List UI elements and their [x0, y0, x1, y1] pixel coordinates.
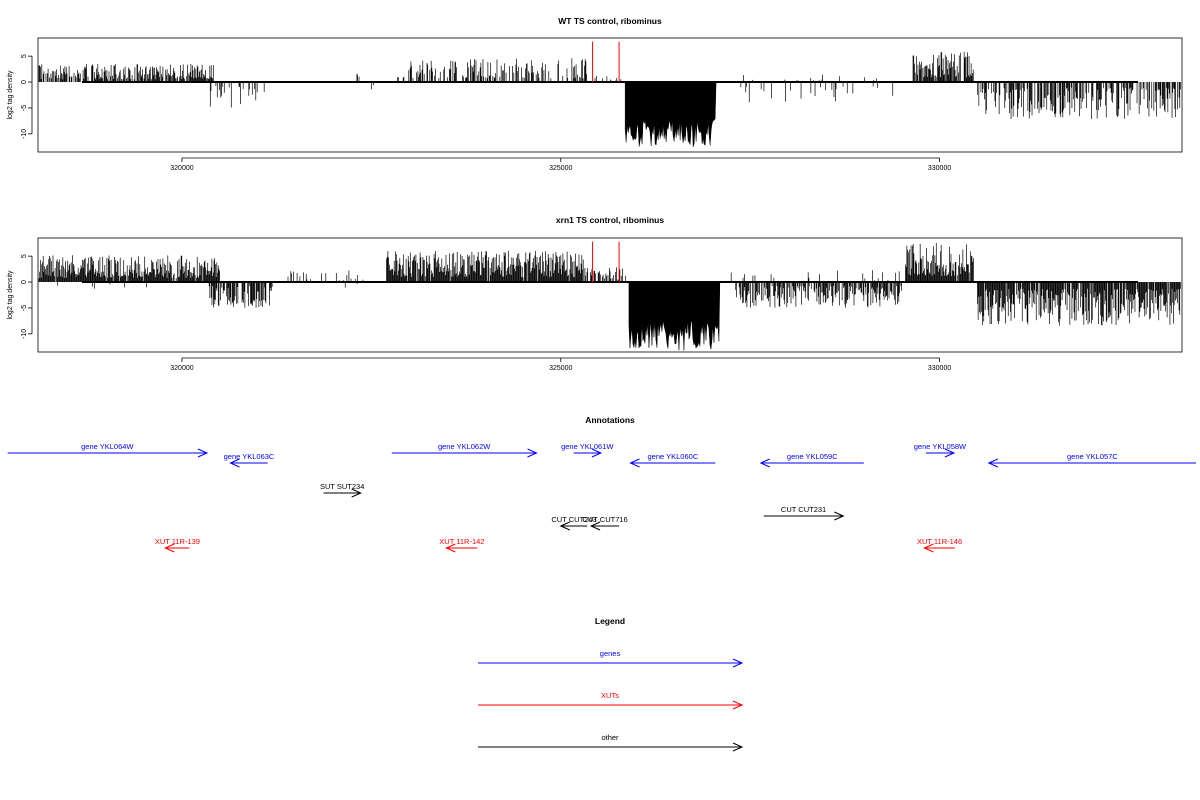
- feature-label: gene YKL057C: [1067, 452, 1118, 461]
- annotations-title: Annotations: [585, 415, 635, 425]
- feature-gene: gene YKL061W: [561, 442, 614, 458]
- x-tick-label: 325000: [549, 365, 572, 372]
- feature-label: CUT CUT243: [551, 515, 596, 524]
- feature-label: XUT 11R-142: [439, 537, 484, 546]
- wt-highlight-marks: [592, 41, 620, 83]
- x-tick-label: 330000: [928, 165, 951, 172]
- wt-track-title: WT TS control, ribominus: [558, 16, 662, 26]
- signal-block: [624, 81, 717, 147]
- x-tick-label: 325000: [549, 165, 572, 172]
- feature-label: gene YKL063C: [224, 452, 275, 461]
- xrn1-y-axis: 5 0 -5 -10: [21, 254, 33, 339]
- feature-gene: gene YKL063C: [224, 452, 275, 468]
- y-tick-label: 0: [21, 80, 28, 84]
- y-tick-label: 5: [21, 254, 28, 258]
- feature-label: gene YKL064W: [81, 442, 134, 451]
- legend: Legend genes XUTs other: [478, 616, 744, 752]
- xrn1-plot-frame: [37, 237, 1183, 353]
- legend-item-other: other: [478, 733, 744, 752]
- xrn1-signal-bars: [38, 243, 1181, 351]
- feature-label: XUT 11R-146: [917, 537, 962, 546]
- legend-label: other: [601, 733, 619, 742]
- xrn1-y-axis-label: log2 tag density: [7, 270, 14, 320]
- feature-label: XUT 11R-139: [155, 537, 200, 546]
- legend-item-gene: genes: [478, 649, 744, 668]
- feature-label: SUT SUT234: [320, 482, 364, 491]
- y-tick-label: 5: [21, 54, 28, 58]
- feature-other: CUT CUT231: [763, 505, 845, 521]
- signal-block: [628, 281, 721, 351]
- legend-items: genes XUTs other: [478, 649, 744, 752]
- wt-y-axis: 5 0 -5 -10: [21, 54, 33, 139]
- feature-label: gene YKL059C: [787, 452, 838, 461]
- feature-gene: gene YKL059C: [759, 452, 864, 468]
- wt-signal-bars: [38, 51, 1181, 147]
- legend-label: XUTs: [601, 691, 619, 700]
- wt-track-panel: WT TS control, ribominus log2 tag densit…: [7, 16, 1183, 172]
- feature-label: CUT CUT231: [781, 505, 826, 514]
- y-tick-label: -10: [21, 329, 28, 339]
- x-tick-label: 320000: [170, 365, 193, 372]
- feature-xut: XUT 11R-139: [155, 537, 200, 553]
- feature-label: gene YKL061W: [561, 442, 614, 451]
- y-tick-label: -5: [21, 305, 28, 311]
- feature-label: gene YKL062W: [438, 442, 491, 451]
- legend-title: Legend: [595, 616, 625, 626]
- xrn1-track-panel: xrn1 TS control, ribominus log2 tag dens…: [7, 215, 1183, 372]
- x-tick-label: 320000: [170, 165, 193, 172]
- xrn1-track-title: xrn1 TS control, ribominus: [556, 215, 664, 225]
- feature-xut: XUT 11R-142: [439, 537, 484, 553]
- feature-gene: gene YKL057C: [987, 452, 1196, 468]
- feature-other: SUT SUT234: [320, 482, 364, 498]
- y-tick-label: -5: [21, 105, 28, 111]
- legend-label: genes: [600, 649, 621, 658]
- annotation-features: gene YKL064W gene YKL063C gene YKL062W gene…: [7, 442, 1196, 553]
- x-tick-label: 330000: [928, 365, 951, 372]
- feature-gene: gene YKL064W: [7, 442, 209, 458]
- feature-other: CUT CUT716: [582, 515, 628, 531]
- xrn1-x-axis: 320000 325000 330000: [170, 357, 951, 372]
- y-tick-label: 0: [21, 280, 28, 284]
- feature-xut: XUT 11R-146: [917, 537, 962, 553]
- feature-label: CUT CUT716: [582, 515, 627, 524]
- legend-item-xut: XUTs: [478, 691, 744, 710]
- feature-label: gene YKL058W: [914, 442, 967, 451]
- feature-other: CUT CUT243: [551, 515, 597, 531]
- feature-gene: gene YKL058W: [914, 442, 967, 458]
- wt-x-axis: 320000 325000 330000: [170, 157, 951, 172]
- feature-gene: gene YKL060C: [629, 452, 716, 468]
- wt-plot-frame: [37, 37, 1183, 153]
- xrn1-highlight-marks: [592, 241, 620, 283]
- y-tick-label: -10: [21, 129, 28, 139]
- feature-gene: gene YKL062W: [391, 442, 538, 458]
- wt-y-axis-label: log2 tag density: [7, 70, 14, 120]
- feature-label: gene YKL060C: [648, 452, 699, 461]
